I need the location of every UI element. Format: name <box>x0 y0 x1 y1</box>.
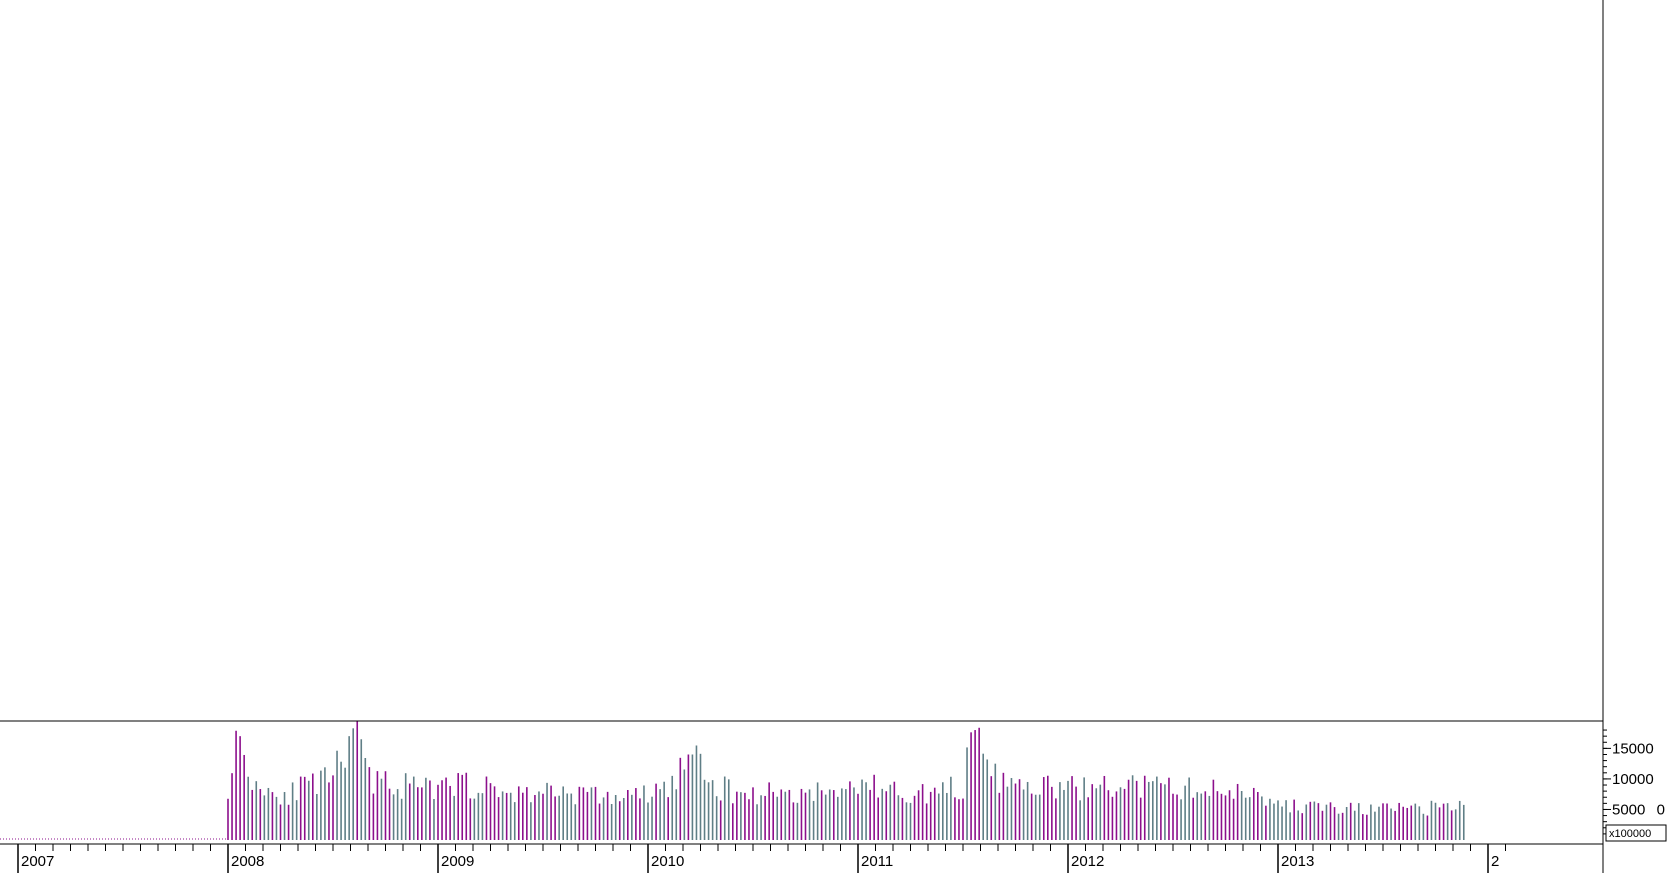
volume-tick-label: 5000 <box>1612 801 1645 818</box>
volume-multiplier-box <box>1605 824 1667 842</box>
volume-multiplier-label: x100000 <box>1609 828 1651 840</box>
year-label: 2011 <box>861 853 893 870</box>
volume-axis: 5000 10000 15000 0 <box>1603 729 1665 835</box>
volume-bars <box>0 720 1465 840</box>
year-label: 2010 <box>651 853 684 870</box>
volume-zero-label: 0 <box>1657 801 1665 818</box>
volume-tick-label: 10000 <box>1612 771 1654 788</box>
year-label: 2007 <box>21 853 54 870</box>
time-axis: 2007 2008 2009 2010 2011 2012 2013 2 <box>17 844 1506 873</box>
year-label: 2013 <box>1281 853 1314 870</box>
year-label: 2012 <box>1071 853 1104 870</box>
volume-tick-label: 15000 <box>1612 740 1654 757</box>
year-label: 2008 <box>231 853 264 870</box>
year-label: 2009 <box>441 853 474 870</box>
year-label: 2 <box>1491 853 1499 870</box>
